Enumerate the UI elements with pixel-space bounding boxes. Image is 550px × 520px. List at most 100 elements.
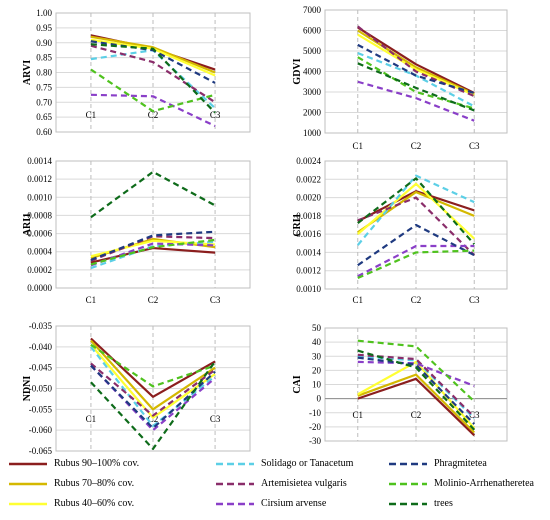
y-axis-label: GDVI — [292, 58, 303, 84]
legend-swatch — [389, 502, 427, 505]
y-tick-label: 2000 — [303, 108, 322, 118]
series-line-phragmitetea — [90, 230, 216, 261]
x-tick-label: C1 — [353, 141, 364, 151]
series-line-molinio — [357, 56, 475, 110]
x-tick-label: C1 — [353, 410, 364, 420]
y-tick-label: -0.055 — [29, 404, 53, 414]
x-tick-label: C2 — [148, 295, 159, 305]
legend-swatch — [389, 462, 427, 465]
x-tick-label: C1 — [86, 414, 97, 424]
x-tick-label: C3 — [210, 110, 221, 120]
legend-label: Rubus 90–100% cov. — [54, 458, 140, 469]
y-tick-label: 0.0016 — [296, 229, 321, 239]
y-tick-label: 7000 — [303, 5, 322, 15]
y-tick-label: 4000 — [303, 67, 322, 77]
chart-panel-ari1: 0.0000 0.0002 0.0004 0.0006 0.0008 0.0010 0.00… — [22, 156, 251, 305]
legend-label: Artemisietea vulgaris — [261, 478, 347, 489]
legend-label: Cirsium arvense — [261, 498, 327, 509]
series-line-cirsium — [90, 364, 216, 432]
y-tick-label: 5000 — [303, 46, 322, 56]
series-line-rubus70 — [90, 35, 216, 74]
series-line-rubus40 — [357, 360, 476, 430]
y-tick-label: 0.85 — [36, 53, 52, 63]
legend-swatch — [9, 502, 47, 505]
series-line-artemisia — [90, 362, 216, 417]
x-tick-label: C2 — [411, 141, 422, 151]
y-tick-label: 0.0004 — [27, 247, 52, 257]
y-tick-label: 0.0014 — [27, 156, 52, 166]
y-tick-label: 0.65 — [36, 112, 52, 122]
y-tick-label: 0.80 — [36, 68, 52, 78]
legend-swatch — [9, 462, 47, 465]
legend-label: Phragmitetea — [434, 458, 487, 469]
series-line-rubus40 — [90, 344, 216, 419]
y-tick-label: 0 — [317, 394, 322, 404]
y-tick-label: 0.95 — [36, 23, 52, 33]
y-tick-label: 30 — [312, 351, 322, 361]
y-tick-label: 0.0012 — [296, 266, 321, 276]
series-line-cirsium — [90, 93, 216, 128]
series-line-molinio — [357, 339, 475, 403]
x-tick-label: C2 — [148, 110, 159, 120]
series-line-trees — [357, 177, 476, 245]
legend-item-rubus70: Rubus 70–80% cov. — [8, 478, 134, 489]
series-line-trees — [90, 170, 216, 219]
series-line-artemisia — [90, 44, 216, 104]
legend-swatch — [216, 502, 254, 505]
chart-panel-cri1: 0.0010 0.0012 0.0014 0.0016 0.0018 0.0020 0.00… — [292, 156, 508, 305]
y-axis-label: NDNI — [22, 376, 33, 402]
legend-swatch — [9, 482, 47, 485]
legend-item-trees: trees — [388, 498, 453, 509]
y-tick-label: -0.060 — [29, 425, 53, 435]
y-axis-label: CRI1 — [292, 213, 303, 236]
series-line-rubus90 — [357, 26, 475, 95]
y-axis-label: CAI — [292, 375, 303, 393]
y-tick-label: 0.0014 — [296, 247, 321, 257]
y-tick-label: 0.90 — [36, 38, 52, 48]
series-line-trees — [357, 62, 475, 112]
series-line-rubus40 — [357, 33, 475, 97]
x-tick-label: C2 — [411, 410, 422, 420]
y-tick-label: 0.0020 — [296, 193, 321, 203]
legend-swatch — [216, 462, 254, 465]
series-line-rubus90 — [357, 377, 476, 437]
series-line-molinio — [90, 238, 216, 266]
legend-label: Solidago or Tanacetum — [261, 458, 354, 469]
y-tick-label: 0.0000 — [27, 283, 52, 293]
y-tick-label: 40 — [312, 337, 322, 347]
legend-item-phragmitetea: Phragmitetea — [388, 458, 487, 469]
y-tick-label: -0.065 — [29, 446, 53, 456]
y-tick-label: -30 — [309, 436, 321, 446]
series-line-rubus70 — [357, 190, 475, 234]
y-tick-label: -0.050 — [29, 384, 53, 394]
x-tick-label: C2 — [411, 295, 422, 305]
x-tick-label: C3 — [469, 295, 480, 305]
y-tick-label: 0.75 — [36, 82, 52, 92]
legend-item-molinio: Molinio-Arrhenatheretea — [388, 478, 534, 489]
legend-swatch — [389, 482, 427, 485]
legend-item-rubus40: Rubus 40–60% cov. — [8, 498, 134, 509]
x-tick-label: C3 — [469, 410, 480, 420]
legend-label: Molinio-Arrhenatheretea — [434, 478, 534, 489]
series-line-phragmitetea — [357, 223, 475, 267]
chart-panel-cai: -30 -20 -10 0 10 20 30 40 50 C1 C2 C3 CAI — [292, 323, 508, 446]
series-line-rubus70 — [90, 339, 216, 411]
y-tick-label: 0.0024 — [296, 156, 321, 166]
y-tick-label: 0.0008 — [27, 210, 52, 220]
y-tick-label: -0.035 — [29, 321, 53, 331]
x-tick-label: C1 — [353, 295, 364, 305]
series-line-artemisia — [357, 353, 476, 418]
y-tick-label: 1000 — [303, 128, 322, 138]
series-line-trees — [90, 360, 216, 451]
series-line-phragmitetea — [357, 356, 476, 425]
y-tick-label: 0.70 — [36, 97, 52, 107]
x-tick-label: C3 — [469, 141, 480, 151]
series-line-molinio — [90, 68, 216, 113]
y-tick-label: 0.0010 — [296, 284, 321, 294]
series-line-rubus40 — [357, 182, 475, 240]
legend-label: Rubus 70–80% cov. — [54, 478, 135, 489]
y-tick-label: 20 — [312, 365, 322, 375]
legend-item-cirsium: Cirsium arvense — [215, 498, 326, 509]
y-axis-label: ARI1 — [22, 213, 33, 236]
y-tick-label: 1.00 — [36, 8, 52, 18]
